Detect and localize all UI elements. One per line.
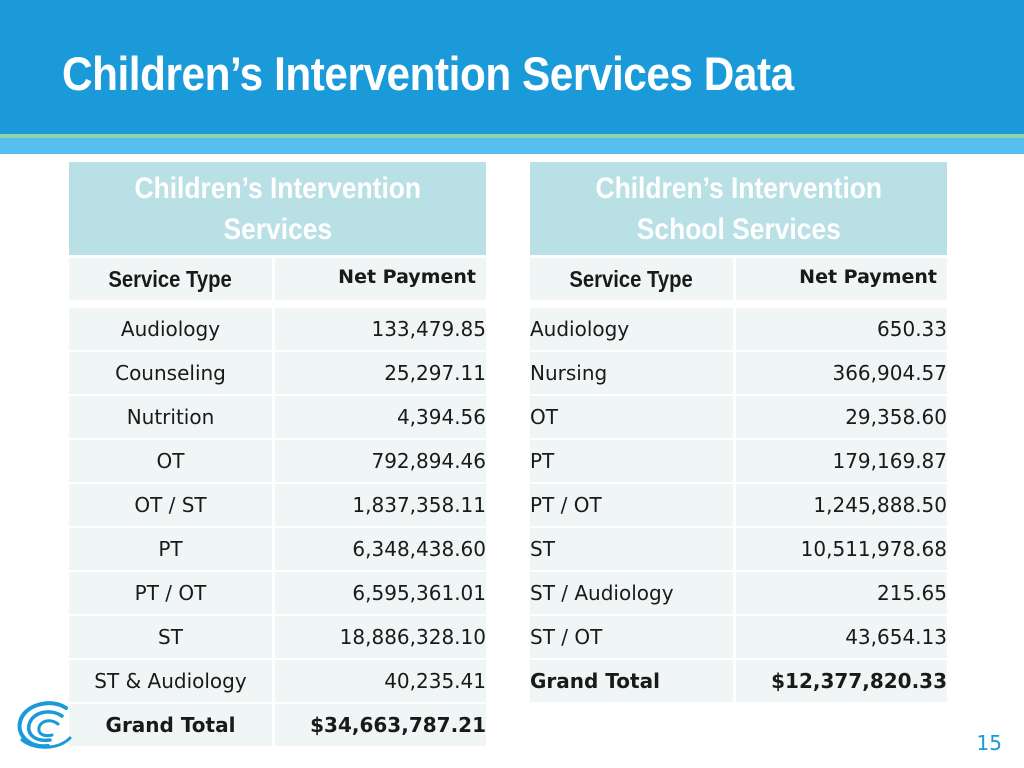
service-type-cell: Nursing	[530, 352, 733, 396]
net-payment-cell: 43,654.13	[733, 616, 947, 660]
service-type-cell: ST	[69, 616, 272, 660]
service-type-cell: PT / OT	[69, 572, 272, 616]
net-payment-cell: 4,394.56	[272, 396, 486, 440]
service-type-cell: ST / Audiology	[530, 572, 733, 616]
table-row: PT 6,348,438.60	[69, 528, 486, 572]
service-type-cell: PT	[69, 528, 272, 572]
table-row: OT 29,358.60	[530, 396, 947, 440]
table-row: Counseling 25,297.11	[69, 352, 486, 396]
service-type-cell: Nutrition	[69, 396, 272, 440]
net-payment-cell: 179,169.87	[733, 440, 947, 484]
table-row: Audiology 650.33	[530, 308, 947, 352]
net-payment-cell: 792,894.46	[272, 440, 486, 484]
service-type-cell: PT / OT	[530, 484, 733, 528]
net-payment-cell: 18,886,328.10	[272, 616, 486, 660]
service-type-cell: OT	[530, 396, 733, 440]
table-row: Audiology 133,479.85	[69, 308, 486, 352]
net-payment-cell: 133,479.85	[272, 308, 486, 352]
caption-line-1: Children’s Intervention	[595, 171, 882, 205]
service-type-cell: PT	[530, 440, 733, 484]
net-payment-cell: 1,837,358.11	[272, 484, 486, 528]
table-row: ST 18,886,328.10	[69, 616, 486, 660]
service-type-cell: ST	[530, 528, 733, 572]
table-row: PT 179,169.87	[530, 440, 947, 484]
column-header-service-type: Service Type	[69, 258, 272, 302]
table-row: Nursing 366,904.57	[530, 352, 947, 396]
service-type-cell: Audiology	[69, 308, 272, 352]
banner-accent-stripe	[0, 134, 1024, 138]
grand-total-value: $12,377,820.33	[733, 660, 947, 704]
table-caption: Children’s Intervention School Services	[530, 162, 947, 258]
table-row: PT / OT 6,595,361.01	[69, 572, 486, 616]
column-header-service-type: Service Type	[530, 258, 733, 302]
table-row: Nutrition 4,394.56	[69, 396, 486, 440]
column-header-net-payment: Net Payment	[272, 258, 486, 302]
caption-line-2: School Services	[636, 212, 841, 246]
page-title: Children’s Intervention Services Data	[62, 47, 794, 100]
net-payment-cell: 6,595,361.01	[272, 572, 486, 616]
page-number: 15	[976, 731, 1002, 755]
banner-light-stripe	[0, 138, 1024, 154]
grand-total-row: Grand Total $12,377,820.33	[530, 660, 947, 704]
service-type-cell: ST / OT	[530, 616, 733, 660]
service-type-cell: OT	[69, 440, 272, 484]
caption-line-1: Children’s Intervention	[134, 171, 421, 205]
table-row: ST & Audiology 40,235.41	[69, 660, 486, 704]
school-services-table: Children’s Intervention School Services …	[530, 162, 947, 704]
net-payment-cell: 10,511,978.68	[733, 528, 947, 572]
net-payment-cell: 1,245,888.50	[733, 484, 947, 528]
table-row: OT / ST 1,837,358.11	[69, 484, 486, 528]
caption-line-2: Services	[223, 212, 332, 246]
column-header-net-payment: Net Payment	[733, 258, 947, 302]
table-caption: Children’s Intervention Services	[69, 162, 486, 258]
net-payment-cell: 6,348,438.60	[272, 528, 486, 572]
net-payment-cell: 650.33	[733, 308, 947, 352]
net-payment-cell: 215.65	[733, 572, 947, 616]
table-row: OT 792,894.46	[69, 440, 486, 484]
table-row: PT / OT 1,245,888.50	[530, 484, 947, 528]
service-type-cell: OT / ST	[69, 484, 272, 528]
service-type-cell: Counseling	[69, 352, 272, 396]
title-banner	[0, 0, 1024, 134]
net-payment-cell: 366,904.57	[733, 352, 947, 396]
grand-total-label: Grand Total	[530, 660, 733, 704]
service-type-cell: ST & Audiology	[69, 660, 272, 704]
grand-total-value: $34,663,787.21	[272, 704, 486, 748]
table-row: ST 10,511,978.68	[530, 528, 947, 572]
net-payment-cell: 25,297.11	[272, 352, 486, 396]
intervention-services-table: Children’s Intervention Services Service…	[69, 162, 486, 748]
grand-total-label: Grand Total	[69, 704, 272, 748]
service-type-cell: Audiology	[530, 308, 733, 352]
grand-total-row: Grand Total $34,663,787.21	[69, 704, 486, 748]
table-row: ST / Audiology 215.65	[530, 572, 947, 616]
logo-icon	[17, 701, 72, 749]
net-payment-cell: 29,358.60	[733, 396, 947, 440]
table-row: ST / OT 43,654.13	[530, 616, 947, 660]
net-payment-cell: 40,235.41	[272, 660, 486, 704]
